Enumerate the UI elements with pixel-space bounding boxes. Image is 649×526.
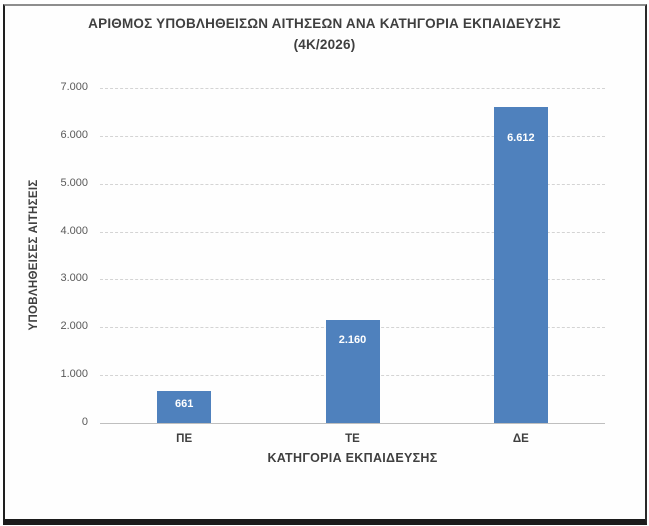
bar-value-label: 6.612 bbox=[507, 131, 535, 144]
chart-title-line2: (4Κ/2026) bbox=[293, 37, 356, 52]
gridline bbox=[100, 231, 605, 233]
y-tick-label: 7.000 bbox=[60, 81, 88, 93]
plot-area: 661 2.160 6.612 bbox=[100, 88, 605, 424]
y-tick-label: 0 bbox=[81, 416, 88, 428]
gridline bbox=[100, 88, 605, 89]
category-label-ΠΕ: ΠΕ bbox=[176, 433, 193, 445]
gridline bbox=[100, 135, 605, 137]
x-axis-title: ΚΑΤΗΓΟΡΙΑ ΕΚΠΑΙΔΕΥΣΗΣ bbox=[267, 451, 438, 465]
y-tick-label: 3.000 bbox=[60, 272, 88, 285]
gridline bbox=[100, 183, 605, 185]
bar-value-label: 661 bbox=[174, 397, 194, 410]
y-tick-label: 6.000 bbox=[60, 128, 88, 141]
bar-ΤΕ: 2.160 bbox=[325, 319, 380, 423]
bar-value-label: 2.160 bbox=[338, 333, 367, 346]
chart-title: ΑΡΙΘΜΟΣ ΥΠΟΒΛΗΘΕΙΣΩΝ ΑΙΤΗΣΕΩΝ ΑΝΑ ΚΑΤΗΓΟ… bbox=[0, 13, 649, 55]
category-label-ΔΕ: ΔΕ bbox=[512, 433, 529, 445]
chart-title-line1: ΑΡΙΘΜΟΣ ΥΠΟΒΛΗΘΕΙΣΩΝ ΑΙΤΗΣΕΩΝ ΑΝΑ ΚΑΤΗΓΟ… bbox=[88, 16, 561, 31]
y-tick-label: 5.000 bbox=[60, 176, 88, 189]
gridline bbox=[100, 279, 605, 281]
x-axis-line bbox=[100, 423, 605, 424]
bar-ΔΕ: 6.612 bbox=[493, 106, 548, 423]
y-tick-label: 1.000 bbox=[60, 368, 88, 381]
y-tick-label: 4.000 bbox=[60, 224, 88, 237]
bar-ΠΕ: 661 bbox=[157, 391, 212, 423]
category-label-ΤΕ: ΤΕ bbox=[345, 433, 360, 445]
y-tick-label: 2.000 bbox=[60, 320, 88, 333]
